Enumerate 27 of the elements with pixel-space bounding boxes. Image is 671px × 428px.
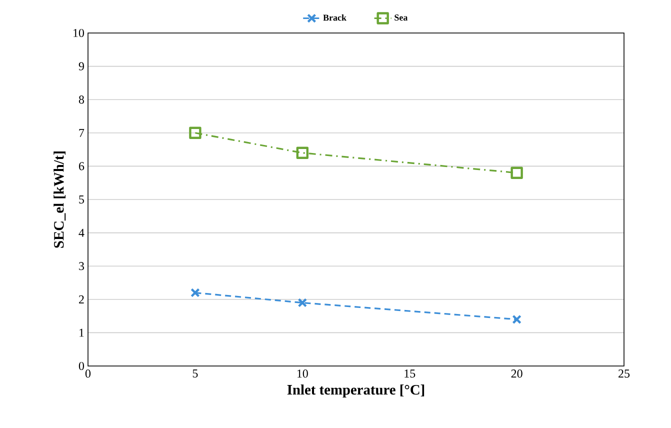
x-tick-label: 25 [618, 370, 630, 378]
y-tick-label: 4 [78, 228, 84, 237]
legend-label: Sea [394, 14, 408, 21]
x-tick-label: 15 [404, 370, 416, 378]
y-tick-label: 10 [74, 28, 84, 38]
point [189, 126, 202, 139]
y-tick-label: 0 [78, 362, 84, 370]
y-tick-label: 9 [78, 62, 84, 70]
y-tick-label: 2 [79, 295, 84, 304]
x-tick-label: 10 [297, 370, 308, 378]
y-axis-title: SEC_el [kWh/t] [54, 152, 66, 248]
point [510, 166, 523, 179]
point [298, 298, 308, 308]
y-tick-label: 8 [78, 96, 84, 104]
x-tick-label: 5 [192, 370, 198, 378]
y-tick-label: 1 [80, 328, 84, 337]
y-tick-label: 6 [78, 162, 84, 170]
x-tick-label: 0 [85, 370, 91, 378]
legend-label: Brack [323, 14, 346, 21]
y-tick-label: 7 [79, 128, 84, 137]
y-tick-label: 5 [79, 196, 84, 204]
point [296, 146, 309, 159]
x-axis-title: Inlet temperature [°C] [287, 384, 424, 398]
point [512, 314, 522, 324]
y-tick-label: 3 [79, 262, 84, 270]
x-tick-label: 20 [511, 370, 522, 378]
point [190, 288, 200, 298]
